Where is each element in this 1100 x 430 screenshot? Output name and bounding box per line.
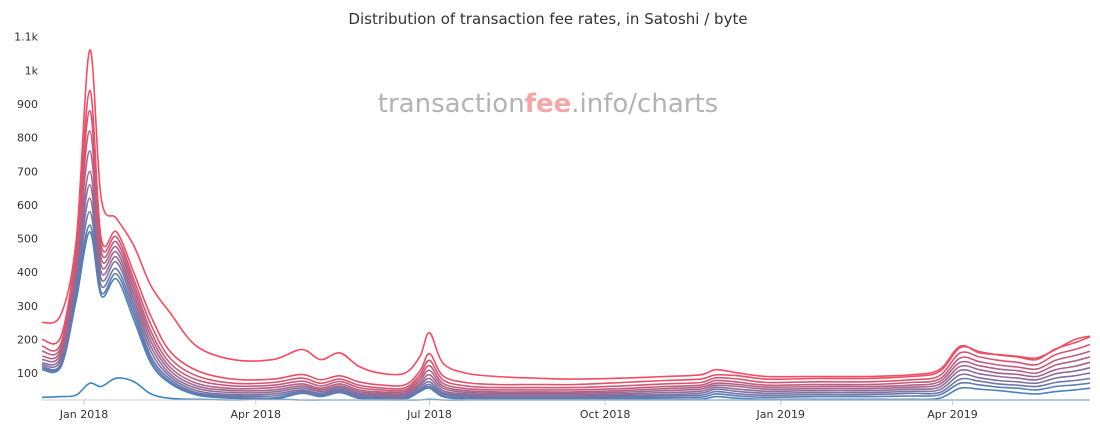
series-line xyxy=(41,183,1091,397)
y-tick-label: 700 xyxy=(17,165,38,178)
series-line xyxy=(41,150,1091,394)
y-tick-label: 900 xyxy=(17,98,38,111)
y-tick-label: 1k xyxy=(25,64,39,77)
series-line xyxy=(41,230,1091,401)
watermark: transactionfee.info/charts xyxy=(378,89,718,119)
series-line xyxy=(41,197,1091,398)
watermark-suffix: .info/charts xyxy=(571,89,718,119)
watermark-highlight: fee xyxy=(525,89,572,119)
series-line xyxy=(41,224,1091,400)
watermark-prefix: transaction xyxy=(378,89,525,119)
y-tick-label: 600 xyxy=(17,199,38,212)
x-tick-label: Apr 2018 xyxy=(231,408,282,421)
y-tick-label: 800 xyxy=(17,132,38,145)
y-tick-label: 400 xyxy=(17,266,38,279)
x-tick-label: Jan 2019 xyxy=(756,408,805,421)
y-tick-label: 1.1k xyxy=(14,31,38,44)
y-tick-label: 300 xyxy=(17,300,38,313)
y-axis: 100 200 300 400 500 600 700 800 900 1k 1.1k xyxy=(14,31,38,380)
x-axis: Jan 2018 Apr 2018 Jul 2018 Oct 2018 Jan 2019… xyxy=(59,400,978,421)
series-line xyxy=(41,130,1091,392)
series-line xyxy=(41,210,1091,399)
x-tick-label: Jan 2018 xyxy=(59,408,108,421)
x-tick-label: Jul 2018 xyxy=(406,408,452,421)
series-line xyxy=(41,170,1091,395)
y-tick-label: 100 xyxy=(17,367,38,380)
x-tick-label: Apr 2019 xyxy=(927,408,978,421)
y-tick-label: 500 xyxy=(17,233,38,246)
series-layer xyxy=(41,49,1091,401)
series-line xyxy=(41,109,1091,390)
series-line xyxy=(41,89,1091,387)
x-tick-label: Oct 2018 xyxy=(580,408,631,421)
chart-title: Distribution of transaction fee rates, i… xyxy=(348,10,747,28)
y-tick-label: 200 xyxy=(17,333,38,346)
series-line xyxy=(41,49,1091,380)
